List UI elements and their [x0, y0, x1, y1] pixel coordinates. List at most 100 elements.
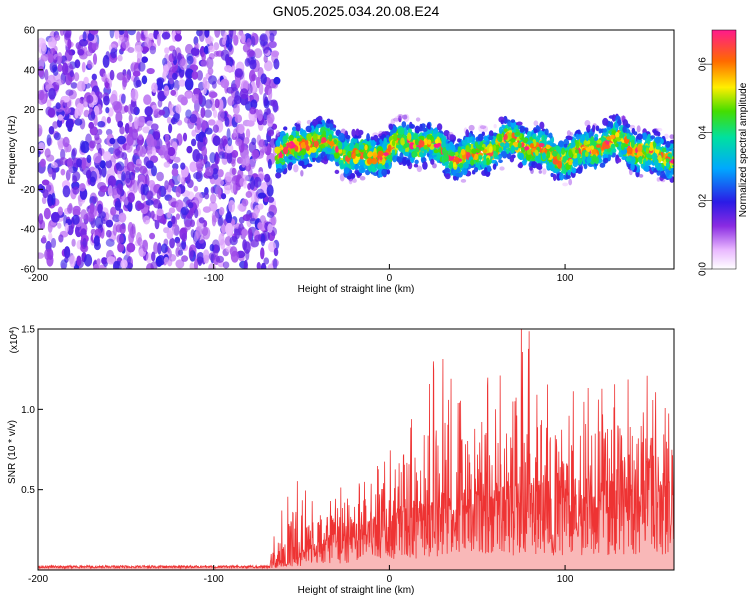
- noise-cell: [93, 105, 100, 116]
- noise-cell: [204, 192, 210, 200]
- noise-cell: [180, 96, 188, 106]
- band-cell: [556, 153, 561, 161]
- band-cell: [441, 141, 447, 149]
- noise-cell: [50, 211, 60, 223]
- band-cell: [334, 169, 340, 175]
- band-cell: [351, 152, 356, 160]
- band-cell: [670, 168, 674, 174]
- band-cell: [484, 166, 488, 175]
- noise-cell: [226, 42, 233, 51]
- noise-cell: [136, 115, 146, 127]
- noise-cell: [260, 233, 266, 247]
- noise-cell: [52, 121, 59, 129]
- noise-cell: [191, 94, 200, 104]
- band-cell: [615, 131, 620, 139]
- band-cell: [320, 119, 326, 126]
- noise-cell: [189, 262, 195, 269]
- band-cell: [360, 144, 365, 150]
- colorbar-tick-label: 0.4: [698, 125, 709, 139]
- snr-xlabel: Height of straight line (km): [298, 585, 415, 596]
- noise-cell: [245, 190, 253, 198]
- band-cell: [508, 132, 513, 140]
- noise-cell: [58, 234, 64, 243]
- band-cell: [669, 134, 674, 140]
- noise-cell: [43, 207, 51, 220]
- noise-cell: [193, 172, 202, 180]
- band-cell: [328, 130, 334, 135]
- band-cell: [614, 122, 619, 129]
- snr-panel: -200 -100 0 100 0.5 1.0 1.5 Height of straight…: [7, 325, 675, 596]
- band-cell: [492, 163, 497, 170]
- noise-cell: [129, 101, 138, 115]
- band-cell: [295, 123, 301, 132]
- noise-cell: [243, 259, 248, 269]
- band-cell: [436, 152, 441, 160]
- noise-cell: [150, 210, 155, 220]
- band-cell: [414, 138, 419, 146]
- band-cell: [608, 115, 615, 119]
- noise-cell: [130, 88, 139, 102]
- noise-cell: [203, 45, 209, 55]
- noise-cell: [212, 109, 218, 118]
- noise-cell: [218, 151, 226, 159]
- noise-cell: [262, 92, 267, 106]
- band-cell: [568, 161, 573, 166]
- noise-cell: [175, 104, 182, 114]
- noise-cell: [46, 154, 55, 162]
- y-tick-label: 0.5: [21, 485, 35, 496]
- noise-cell: [136, 31, 141, 43]
- band-cell: [377, 163, 383, 170]
- noise-cell: [55, 79, 64, 86]
- band-cell: [562, 182, 569, 187]
- noise-cell: [194, 208, 199, 219]
- band-cell: [510, 119, 516, 123]
- band-cell: [541, 134, 545, 143]
- band-cell: [568, 149, 572, 158]
- band-cell: [426, 122, 431, 130]
- noise-cell: [79, 183, 86, 192]
- noise-cell: [241, 33, 246, 44]
- band-cell: [477, 162, 482, 171]
- band-cell: [518, 152, 525, 161]
- noise-cell: [228, 200, 236, 213]
- noise-cell: [172, 223, 180, 236]
- band-cell: [329, 154, 335, 162]
- noise-cell: [42, 189, 49, 199]
- noise-cell: [41, 234, 47, 243]
- band-cell: [414, 125, 421, 134]
- band-cell: [541, 152, 547, 161]
- band-cell: [275, 139, 281, 147]
- band-cell: [552, 173, 557, 182]
- band-cell: [461, 168, 468, 176]
- noise-cell: [135, 232, 142, 245]
- noise-cell: [260, 73, 267, 85]
- band-cell: [413, 132, 418, 141]
- band-cell: [539, 121, 545, 130]
- noise-cell: [246, 120, 255, 127]
- noise-cell: [81, 61, 86, 73]
- band-cell: [319, 144, 326, 149]
- band-cell: [583, 163, 588, 170]
- band-cell: [353, 138, 358, 144]
- band-cell: [544, 128, 549, 136]
- noise-cell: [204, 166, 214, 177]
- band-cell: [411, 152, 418, 158]
- noise-cell: [158, 109, 166, 116]
- band-cell: [566, 130, 571, 136]
- band-cell: [561, 147, 566, 155]
- noise-cell: [245, 128, 251, 139]
- noise-cell: [144, 106, 153, 117]
- noise-cell: [73, 72, 80, 82]
- band-cell: [625, 129, 631, 135]
- noise-cell: [162, 106, 170, 118]
- noise-cell: [263, 60, 273, 72]
- band-cell: [575, 133, 582, 140]
- noise-cell: [186, 55, 194, 65]
- band-cell: [595, 125, 600, 132]
- noise-cell: [114, 30, 120, 40]
- noise-cell: [181, 255, 189, 262]
- noise-cell: [46, 134, 52, 147]
- band-cell: [630, 139, 635, 149]
- noise-cell: [270, 99, 278, 108]
- band-cell: [383, 152, 389, 156]
